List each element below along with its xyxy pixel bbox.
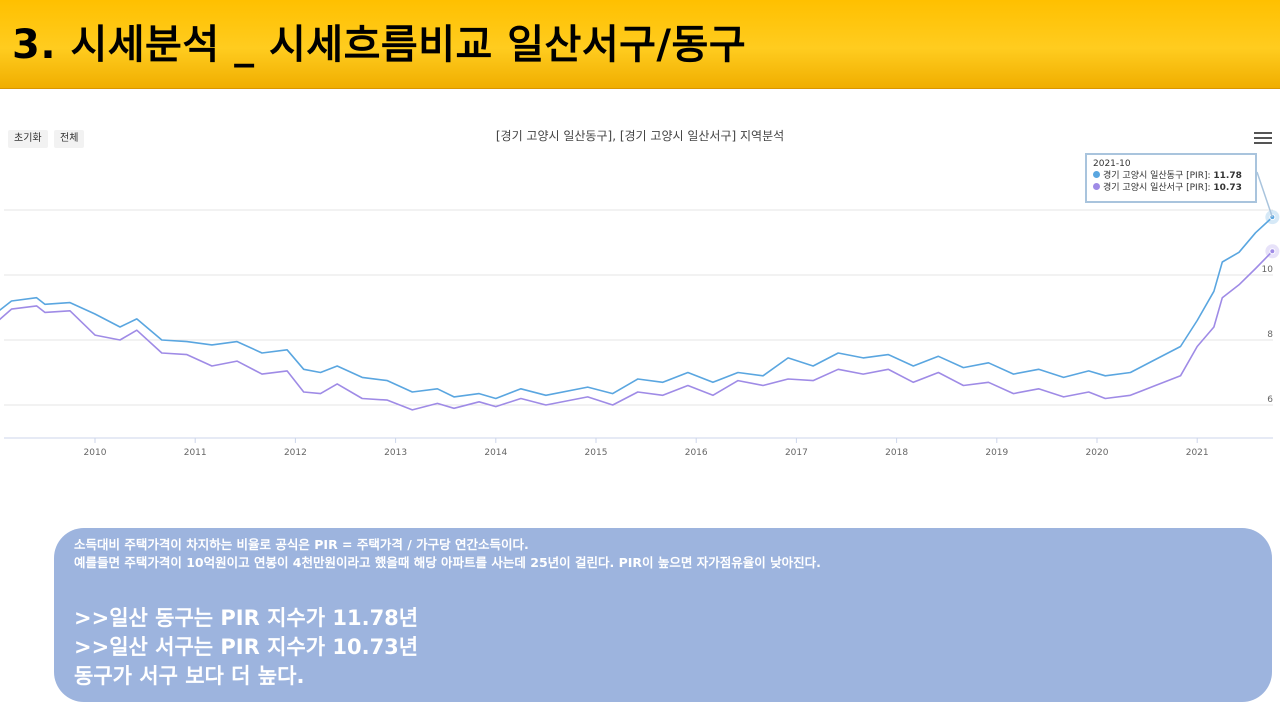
tooltip-value-east: 11.78	[1213, 171, 1242, 181]
conclusion-west: >>일산 서구는 PIR 지수가 10.73년	[74, 635, 419, 659]
y-tick-label: 8	[1267, 330, 1273, 340]
x-tick-label: 2015	[585, 448, 608, 458]
x-tick-label: 2017	[785, 448, 808, 458]
conclusion-east: >>일산 동구는 PIR 지수가 11.78년	[74, 606, 419, 630]
line-chart: 6 8 10 2010 2011 2012 2013 2014 2015 2016 2017 2018…	[0, 171, 1280, 458]
tooltip-connector	[1256, 171, 1274, 218]
y-tick-label: 6	[1267, 395, 1273, 405]
chart-title: [경기 고양시 일산동구], [경기 고양시 일산서구] 지역분석	[495, 129, 785, 143]
series-west-marker-icon	[1093, 183, 1100, 190]
x-tick-label: 2010	[84, 448, 107, 458]
x-tick-label: 2012	[284, 448, 307, 458]
x-tick-label: 2020	[1086, 448, 1109, 458]
x-tick-label: 2019	[985, 448, 1008, 458]
y-tick-label: 10	[1262, 265, 1274, 275]
tooltip-row-west: 경기 고양시 일산서구 [PIR]: 10.73	[1093, 182, 1249, 194]
tooltip-label-east: 경기 고양시 일산동구 [PIR]:	[1103, 171, 1211, 181]
all-range-button[interactable]: 전체	[54, 130, 85, 148]
info-panel: 소득대비 주택가격이 차지하는 비율로 공식은 PIR = 주택가격 / 가구당…	[54, 528, 1272, 702]
tooltip-date: 2021-10	[1093, 159, 1131, 169]
x-tick-label: 2016	[685, 448, 708, 458]
series-east-marker-icon	[1093, 171, 1100, 178]
chart-tooltip: 2021-10 경기 고양시 일산동구 [PIR]: 11.78 경기 고양시 …	[1085, 153, 1257, 203]
tooltip-label-west: 경기 고양시 일산서구 [PIR]:	[1103, 183, 1211, 193]
series-line-1	[0, 250, 1273, 411]
hover-point-1	[1269, 248, 1276, 255]
x-tick-label: 2014	[484, 448, 507, 458]
tooltip-value-west: 10.73	[1213, 183, 1242, 193]
x-tick-label: 2018	[885, 448, 908, 458]
series-line-0	[0, 216, 1273, 400]
conclusion-compare: 동구가 서구 보다 더 높다.	[74, 664, 305, 688]
x-tick-label: 2021	[1186, 448, 1209, 458]
reset-button[interactable]: 초기화	[8, 130, 48, 148]
tooltip-row-east: 경기 고양시 일산동구 [PIR]: 11.78	[1093, 170, 1249, 182]
hamburger-menu-icon[interactable]	[1254, 132, 1272, 146]
page-title: 3. 시세분석 _ 시세흐름비교 일산서구/동구	[12, 22, 747, 68]
info-example: 예를들면 주택가격이 10억원이고 연봉이 4천만원이라고 했을때 해당 아파트…	[74, 555, 821, 570]
x-tick-label: 2011	[184, 448, 207, 458]
header-bar: 3. 시세분석 _ 시세흐름비교 일산서구/동구	[0, 0, 1280, 89]
x-tick-label: 2013	[384, 448, 407, 458]
info-definition: 소득대비 주택가격이 차지하는 비율로 공식은 PIR = 주택가격 / 가구당…	[74, 537, 529, 552]
